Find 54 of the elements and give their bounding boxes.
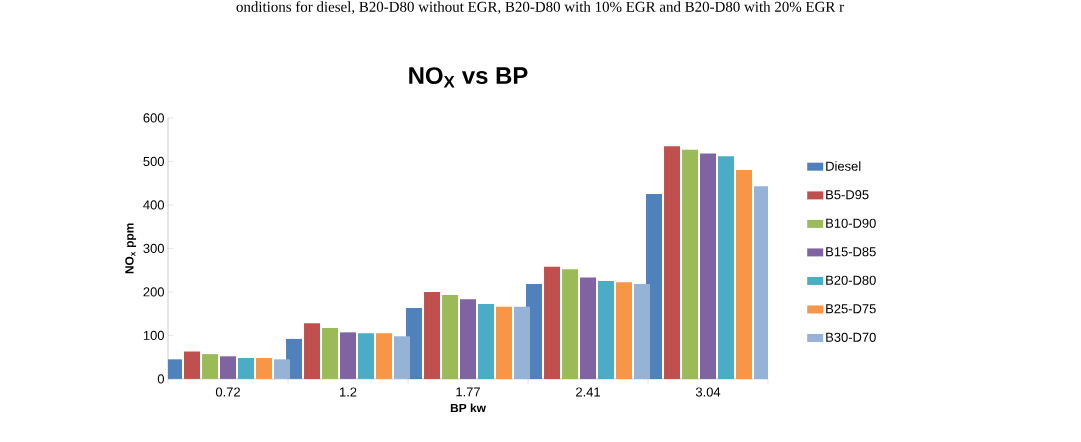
text: onditions for diesel, B20-D80 without EGR, B20-D80 with 10% EGR and B20-D80 with 20% EGR r (236, 1, 844, 15)
y-axis-title: NO$_{x}$ ppm (125, 223, 137, 274)
bar (753, 186, 769, 379)
bar (376, 333, 392, 379)
bar (598, 281, 614, 379)
bar (735, 170, 752, 379)
legend-label: Diesel (826, 161, 861, 171)
bar (256, 358, 272, 379)
y-tick-label: 0 (157, 374, 164, 384)
x-tick-label: 3.04 (695, 387, 721, 397)
y-tick-label: 100 (143, 330, 164, 340)
bar (700, 153, 717, 379)
bar (682, 149, 699, 379)
bar (304, 323, 321, 379)
bar (184, 351, 201, 379)
bar (562, 269, 579, 379)
bar (393, 336, 410, 379)
bar (322, 328, 339, 379)
x-tick-label: 0.72 (215, 387, 240, 397)
y-tick-label: 300 (143, 243, 164, 253)
legend-label: B15-D85 (826, 247, 876, 257)
legend-label: B30-D70 (826, 332, 876, 342)
bar (220, 356, 237, 379)
bar (478, 304, 494, 379)
x-tick-label: 2.41 (576, 387, 600, 397)
legend-label: B10-D90 (826, 218, 876, 228)
y-tick-label: 200 (143, 287, 164, 297)
chart-title: NO$_{X}$ vs BP (409, 67, 528, 88)
legend-label: B20-D80 (826, 275, 876, 285)
y-tick-label: 500 (143, 156, 164, 166)
y-tick-label: 600 (143, 113, 164, 123)
bar (238, 358, 254, 379)
bar (544, 266, 561, 379)
bar (633, 284, 650, 379)
bar (664, 146, 681, 379)
bar (273, 359, 290, 379)
legend-label: B25-D75 (826, 304, 876, 314)
bar (202, 354, 219, 379)
legend-label: B5-D95 (826, 190, 869, 200)
bar (460, 299, 477, 379)
bar (340, 332, 357, 379)
x-tick-label: 1.77 (456, 387, 480, 397)
bar (442, 294, 459, 379)
y-tick-label: 400 (143, 200, 164, 210)
bar (513, 306, 530, 379)
bar (168, 359, 183, 379)
bar (358, 333, 374, 379)
x-axis-title: BP kw (450, 403, 486, 413)
bar (424, 291, 441, 379)
bar (580, 277, 597, 379)
bar (616, 282, 632, 379)
x-tick-label: 1.2 (339, 387, 357, 397)
bar (718, 156, 734, 379)
bar (495, 306, 512, 379)
